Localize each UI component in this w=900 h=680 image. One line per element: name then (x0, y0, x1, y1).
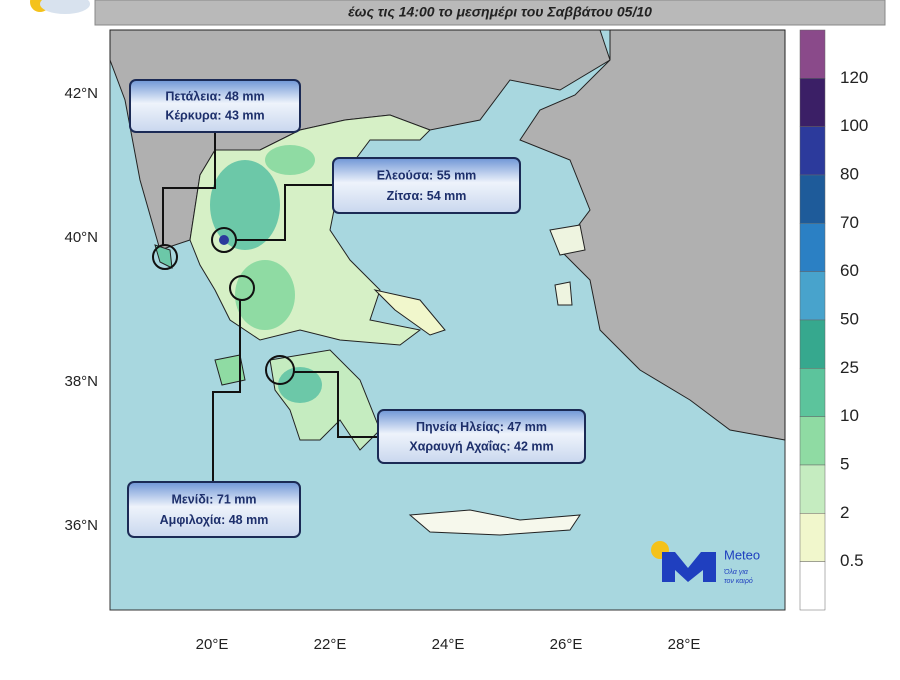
lon-label: 28°E (668, 636, 701, 653)
colorbar-label: 25 (840, 358, 859, 377)
rain-area (265, 145, 315, 175)
logo-name: Meteo (724, 547, 760, 562)
colorbar-bin (799, 271, 826, 321)
callout-text: Μενίδι: 71 mm (171, 492, 256, 506)
callout-text: Χαραυγή Αχαΐας: 42 mm (409, 439, 553, 453)
kefalonia (214, 354, 246, 386)
colorbar-bin (799, 561, 826, 611)
callout-box (377, 409, 586, 464)
colorbar-bin (799, 416, 826, 466)
callouts: Πετάλεια: 48 mm Κέρκυρα: 43 mm Ελεούσα: 55… (127, 79, 586, 538)
turkey (519, 29, 786, 441)
lat-label: 36°N (64, 517, 98, 534)
colorbar-bin (799, 319, 826, 369)
colorbar-label: 5 (840, 454, 849, 473)
colorbar-label: 70 (840, 213, 859, 232)
colorbar-label: 10 (840, 406, 859, 425)
callout-text: Ελεούσα: 55 mm (377, 168, 477, 182)
colorbar-bin (799, 464, 826, 514)
colorbar-label: 80 (840, 164, 859, 183)
callout-box (332, 157, 521, 214)
colorbar-label: 0.5 (840, 551, 864, 570)
header-bar (94, 0, 886, 26)
rain-area (235, 260, 295, 330)
corfu (154, 244, 173, 269)
colorbar-label: 2 (840, 503, 849, 522)
lat-label: 38°N (64, 373, 98, 390)
colorbar-bin (799, 29, 826, 79)
callout-text: Πετάλεια: 48 mm (165, 89, 264, 103)
colorbar-label: 120 (840, 68, 868, 87)
lon-label: 22°E (314, 636, 347, 653)
highlights (152, 132, 378, 482)
lon-label: 20°E (196, 636, 229, 653)
callout-box (129, 79, 301, 133)
logo-tagline: Όλα για (723, 569, 749, 576)
lesbos (549, 224, 586, 256)
callout-text: Ζίτσα: 54 mm (387, 189, 467, 203)
lon-label: 24°E (432, 636, 465, 653)
rain-peak (219, 235, 229, 245)
logo-tagline: τον καιρό (724, 577, 753, 585)
subtitle: έως τις 14:00 το μεσημέρι του Σαββάτου 0… (348, 4, 652, 20)
crete (408, 509, 581, 536)
lat-label: 40°N (64, 229, 98, 246)
callout-box (127, 481, 301, 538)
colorbar-bin (799, 174, 826, 224)
colorbar-bin (799, 368, 826, 417)
callout-text: Πηνεία Ηλείας: 47 mm (416, 420, 547, 434)
evia (373, 289, 446, 336)
colorbar-label: 60 (840, 261, 859, 280)
colorbar-label: 100 (840, 116, 868, 135)
colorbar: 120 100 80 70 60 50 25 10 5 2 0.5 (799, 29, 868, 611)
chios (554, 281, 573, 306)
callout-text: Κέρκυρα: 43 mm (165, 109, 264, 123)
colorbar-bin (799, 78, 826, 127)
colorbar-bin (799, 513, 826, 562)
rain-area (278, 367, 322, 403)
colorbar-label: 50 (840, 309, 859, 328)
callout-text: Αμφιλοχία: 48 mm (160, 513, 269, 527)
lat-label: 42°N (64, 85, 98, 102)
colorbar-bin (799, 126, 826, 176)
top-logo (30, 0, 90, 14)
lon-label: 26°E (550, 636, 583, 653)
colorbar-bin (799, 223, 826, 272)
meteo-logo: Meteo Όλα για τον καιρό (651, 541, 760, 585)
axis-labels: 42°N 40°N 38°N 36°N 20°E 22°E 24°E 26°E … (64, 85, 700, 653)
